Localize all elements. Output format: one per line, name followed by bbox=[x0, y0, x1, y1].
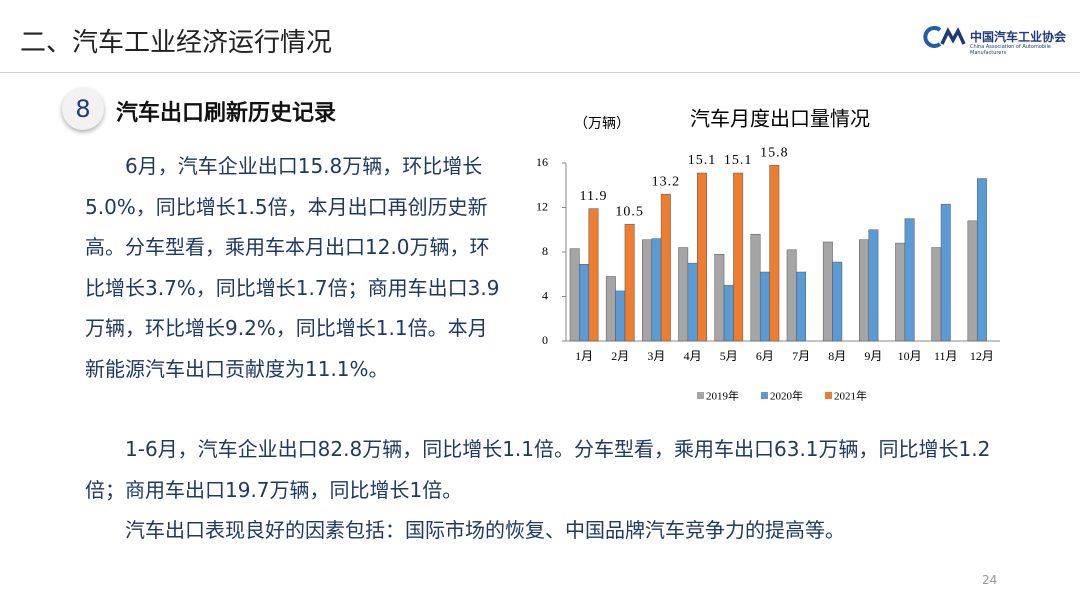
chart-title: 汽车月度出口量情况 bbox=[690, 107, 870, 131]
x-tick-label: 6月 bbox=[756, 349, 774, 363]
section-heading: 汽车出口刷新历史记录 bbox=[116, 101, 337, 126]
legend-swatch bbox=[697, 392, 704, 399]
bar bbox=[859, 239, 869, 342]
data-label: 15.8 bbox=[760, 145, 789, 160]
bar bbox=[940, 203, 951, 342]
bar bbox=[651, 238, 662, 342]
paragraph: 1-6月，汽车企业出口82.8万辆，同比增长1.1倍。分车型看，乘用车出口63.… bbox=[85, 437, 991, 502]
x-tick-label: 4月 bbox=[684, 349, 702, 363]
bar bbox=[868, 229, 879, 342]
bar bbox=[723, 285, 734, 342]
bar bbox=[832, 261, 843, 342]
x-tick-label: 9月 bbox=[864, 349, 882, 363]
bar bbox=[605, 276, 616, 342]
logo-text: 中国汽车工业协会 bbox=[970, 30, 1067, 44]
legend-label: 2021年 bbox=[834, 389, 867, 403]
data-label: 15.1 bbox=[688, 153, 717, 168]
paragraph: 6月，汽车企业出口15.8万辆，环比增长5.0%，同比增长1.5倍，本月出口再创… bbox=[85, 154, 500, 381]
legend-label: 2020年 bbox=[770, 389, 803, 403]
bar bbox=[750, 233, 761, 342]
bar bbox=[697, 172, 707, 342]
page-number: 24 bbox=[982, 573, 998, 587]
y-tick-label: 12 bbox=[536, 199, 548, 213]
bar bbox=[678, 247, 689, 342]
divider bbox=[0, 72, 1080, 73]
y-tick-label: 16 bbox=[536, 155, 548, 169]
bar bbox=[895, 242, 906, 342]
legend-label: 2019年 bbox=[706, 389, 739, 403]
bar bbox=[967, 220, 978, 342]
legend-swatch bbox=[825, 392, 832, 399]
y-tick-label: 4 bbox=[542, 288, 548, 302]
bar bbox=[822, 241, 833, 342]
logo-subtext: China Association of Automobile Manufact… bbox=[970, 44, 1051, 56]
bar bbox=[769, 164, 780, 342]
x-tick-label: 3月 bbox=[647, 349, 665, 363]
bar bbox=[904, 218, 915, 342]
bar bbox=[786, 249, 797, 342]
slide-title: 二、汽车工业经济运行情况 bbox=[20, 28, 333, 58]
bar bbox=[976, 178, 987, 342]
x-tick-label: 2月 bbox=[611, 349, 629, 363]
section-number: 8 bbox=[62, 88, 104, 130]
data-label: 15.1 bbox=[724, 153, 753, 168]
x-tick-label: 7月 bbox=[792, 349, 810, 363]
bar bbox=[714, 253, 725, 342]
paragraph: 汽车出口表现良好的因素包括：国际市场的恢复、中国品牌汽车竞争力的提高等。 bbox=[125, 518, 845, 542]
y-unit: （万辆） bbox=[574, 116, 630, 132]
legend-swatch bbox=[761, 392, 768, 399]
bar bbox=[615, 290, 626, 342]
bar bbox=[687, 262, 698, 342]
data-label: 11.9 bbox=[579, 189, 607, 204]
logo-mark bbox=[923, 26, 966, 48]
x-tick-label: 12月 bbox=[970, 349, 994, 363]
data-label: 13.2 bbox=[652, 174, 681, 189]
data-label: 10.5 bbox=[615, 204, 644, 219]
bar bbox=[759, 271, 770, 342]
bar bbox=[569, 248, 580, 342]
y-tick-label: 0 bbox=[542, 333, 548, 347]
x-tick-label: 8月 bbox=[828, 349, 846, 363]
bar bbox=[660, 193, 671, 342]
bar bbox=[588, 208, 599, 342]
bar bbox=[624, 223, 635, 342]
x-tick-label: 10月 bbox=[898, 349, 922, 363]
y-tick-label: 8 bbox=[542, 244, 548, 258]
bar bbox=[642, 239, 652, 342]
bar bbox=[796, 271, 807, 342]
bar bbox=[579, 263, 590, 342]
x-tick-label: 11月 bbox=[934, 349, 958, 363]
x-tick-label: 5月 bbox=[720, 349, 738, 363]
x-tick-label: 1月 bbox=[575, 349, 593, 363]
bar bbox=[931, 247, 942, 342]
bar bbox=[733, 172, 744, 342]
